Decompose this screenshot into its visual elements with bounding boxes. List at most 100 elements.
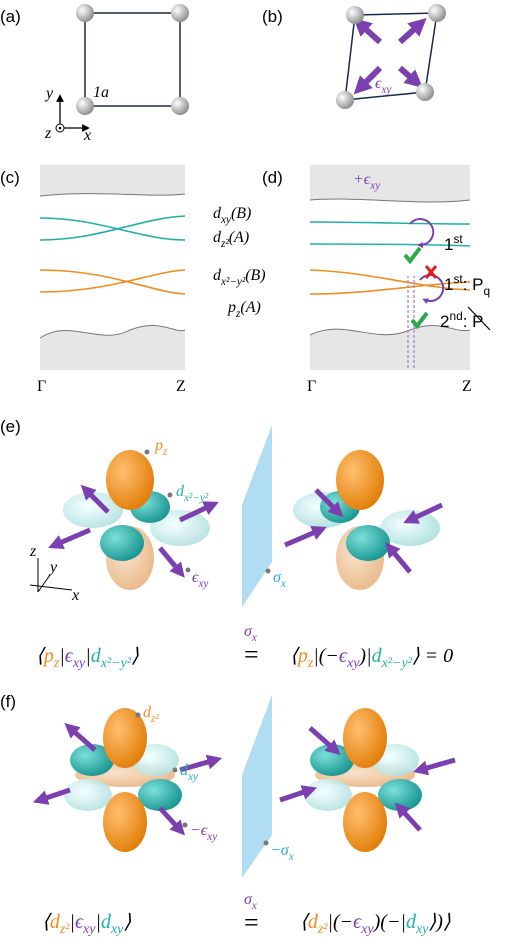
text-part: xy [187, 771, 198, 783]
text-part: q [484, 284, 491, 298]
equation-right: ⟨dz²|(−ϵxy)(−|dxy⟩)⟩ [300, 911, 451, 937]
lattice-constant: 1a [93, 84, 109, 101]
text-part: z² [150, 713, 159, 725]
text-part: p [296, 645, 308, 667]
equals: = [244, 908, 259, 937]
text-part: (B) [245, 267, 265, 284]
panel-a [56, 4, 189, 132]
text-part: |(− [327, 911, 353, 933]
text-part: x [280, 578, 286, 590]
text-part: x [251, 900, 257, 912]
text-part: |(− [313, 645, 339, 667]
text-part: x [288, 851, 294, 863]
axis-label: y [48, 559, 58, 576]
text-part: )(−| [373, 911, 406, 933]
text-part: ⟩ [131, 645, 139, 667]
text-part: p [227, 299, 236, 316]
text-part: x²−y² [183, 492, 209, 504]
axis-label: x [71, 587, 79, 604]
bands [40, 216, 185, 294]
band-label: dx²−y²(B) [213, 267, 266, 288]
text-part: : P [463, 275, 484, 294]
text-part: ⟩)⟩ [428, 911, 450, 933]
band-label: dxy(B) [213, 205, 251, 226]
text-part: xy [360, 922, 374, 937]
text-part: z [162, 446, 168, 458]
panel-f [40, 695, 455, 878]
panel-label: (a) [0, 7, 21, 26]
figure: (a) (b) (c) (d) (e) (f) y x z Γ Z Γ Z z … [0, 0, 525, 947]
strain-label: ϵxy [375, 75, 391, 96]
k-label: Z [462, 378, 472, 395]
order-label: 2nd: P [440, 309, 484, 331]
text-part: xy [346, 656, 360, 671]
text-part: ⟩ [123, 911, 131, 933]
text-part: nd [449, 309, 462, 323]
text-part: xy [110, 922, 124, 937]
text-part: 1 [93, 84, 101, 101]
mirror-label: −σx [270, 842, 294, 863]
text-part: xy [197, 578, 208, 590]
equation-right: ⟨pz|(−ϵxy)|dx²−y²⟩ = 0 [290, 645, 453, 671]
equals: = [244, 640, 259, 669]
text-part: −σ [270, 842, 290, 859]
k-label: Γ [37, 378, 46, 395]
band-label: pz(A) [227, 299, 261, 320]
mirror-label: σx [273, 569, 286, 590]
panel-e [30, 425, 442, 607]
text-part: x²−y² [220, 276, 246, 288]
k-label: Z [176, 378, 186, 395]
text-part: x²−y² [381, 656, 413, 671]
text-part: xy [82, 922, 96, 937]
text-part: p [42, 645, 54, 667]
text-part: xy [72, 656, 86, 671]
band-label: dz²(A) [213, 229, 249, 250]
text-part: xy [369, 180, 380, 192]
text-part: p [154, 437, 163, 454]
panel-c [40, 165, 185, 370]
orbital-label: pz [154, 437, 168, 458]
text-part: (A) [229, 229, 249, 246]
text-part: xy [415, 922, 429, 937]
text-part: −ϵ [190, 822, 208, 839]
cross [426, 266, 436, 278]
mirror-plane [242, 425, 272, 607]
text-part: (B) [231, 205, 251, 222]
text-part: 1 [444, 235, 453, 254]
axis-label: z [29, 543, 37, 560]
order-label: 1st [444, 232, 463, 254]
strain-label: ϵxy [192, 569, 208, 590]
orbital-label: dx²−y² [176, 483, 209, 504]
text-part: ⟩ = 0 [412, 645, 453, 667]
text-part: x²−y² [100, 656, 132, 671]
orbital-label: dz² [143, 704, 159, 725]
text-part: : P [463, 312, 484, 331]
text-part: a [101, 84, 109, 101]
text-part: +ϵ [353, 171, 371, 188]
text-part: x [251, 632, 257, 644]
text-part: st [453, 232, 463, 246]
order-label: 1st: Pq [444, 272, 490, 298]
strain-label: −ϵxy [190, 822, 217, 843]
axis-label: z [44, 125, 52, 142]
axis-label: y [44, 85, 54, 102]
panel-label: (c) [0, 168, 20, 187]
panel-label: (f) [0, 692, 16, 711]
panel-label: (d) [262, 168, 283, 187]
text-part: xy [220, 214, 231, 226]
text-part: xy [206, 831, 217, 843]
axis-label: x [83, 127, 91, 144]
panel-label: (e) [0, 417, 21, 436]
k-label: Γ [307, 378, 316, 395]
equation-left: ⟨dz²|ϵxy|dxy⟩ [42, 911, 131, 937]
strain-arrows [360, 24, 420, 88]
panel-label: (b) [262, 7, 283, 26]
text-part: )| [358, 645, 371, 667]
text-part: xy [380, 84, 391, 96]
text-part: (A) [240, 299, 260, 316]
equation-left: ⟨pz|ϵxy|dx²−y²⟩ [36, 645, 139, 671]
panel-d [310, 165, 490, 370]
orbital-mirrored [285, 450, 442, 590]
text-part: 2 [440, 312, 449, 331]
text-part: 1 [444, 275, 453, 294]
